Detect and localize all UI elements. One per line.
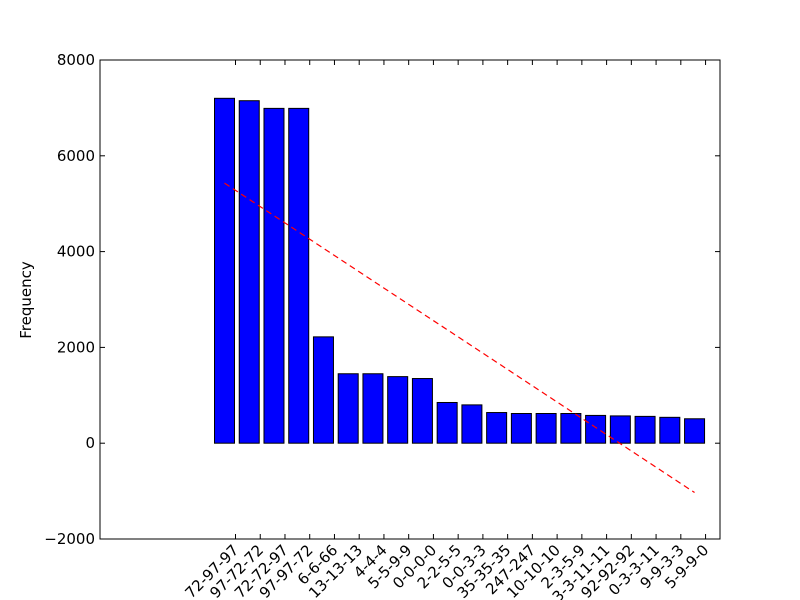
y-tick-label: 0 bbox=[85, 434, 95, 452]
bar bbox=[510, 413, 532, 444]
bar bbox=[411, 378, 433, 444]
y-tick-label: 6000 bbox=[57, 147, 95, 165]
trend-line bbox=[224, 182, 695, 494]
y-tick-label: 8000 bbox=[57, 51, 95, 69]
y-axis-title: Frequency bbox=[17, 261, 35, 339]
bar bbox=[436, 401, 458, 444]
y-tick-label: −2000 bbox=[44, 530, 95, 548]
bar bbox=[461, 404, 483, 444]
bars bbox=[214, 97, 706, 444]
bar bbox=[362, 373, 384, 444]
y-axis: −2000 0 2000 4000 6000 8000 bbox=[44, 51, 720, 548]
bar bbox=[263, 107, 285, 444]
bar bbox=[312, 336, 334, 444]
bar bbox=[337, 373, 359, 444]
bar bbox=[659, 416, 681, 444]
bar bbox=[387, 376, 409, 444]
y-tick-label: 2000 bbox=[57, 338, 95, 356]
plot-frame bbox=[99, 59, 721, 540]
bar bbox=[585, 414, 607, 444]
bar bbox=[535, 413, 557, 444]
bar bbox=[634, 415, 656, 444]
bar bbox=[288, 107, 310, 444]
y-tick-label: 4000 bbox=[57, 243, 95, 261]
bar bbox=[238, 100, 260, 444]
bar bbox=[486, 412, 508, 444]
plot-background bbox=[100, 60, 720, 539]
bar bbox=[214, 97, 235, 444]
bar bbox=[684, 418, 706, 444]
bar bbox=[560, 413, 582, 444]
